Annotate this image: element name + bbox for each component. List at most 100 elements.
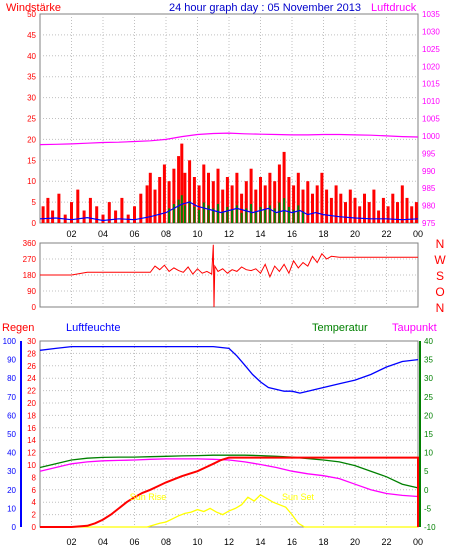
rain-y-tick: 2	[32, 511, 37, 520]
temperature-y-tick: 35	[424, 356, 433, 365]
wind-gust-bar	[301, 189, 305, 223]
wind-gust-bar	[273, 181, 277, 223]
wind-speed-bar	[217, 204, 219, 223]
pressure-y-tick: 1005	[422, 115, 440, 124]
pressure-y-tick: 980	[422, 202, 436, 211]
wind-y-tick: 10	[27, 177, 36, 186]
wind-gust-bar	[277, 164, 281, 223]
humidity-y-tick: 30	[7, 467, 16, 476]
wind-x-tick: 04	[98, 229, 108, 239]
climate-x-tick: 14	[255, 537, 265, 547]
direction-ticks: 360 270 180 90 0	[23, 239, 37, 312]
wind-gust-bar	[148, 172, 152, 223]
wind-gust-bar	[367, 202, 371, 223]
wind-gust-bar	[88, 197, 92, 223]
wind-gust-bar	[240, 193, 244, 223]
wind-gust-bar	[46, 197, 50, 223]
wind-gust-bar	[120, 197, 124, 223]
wind-speed-bar	[273, 208, 276, 223]
compass-letter: O	[435, 285, 444, 299]
rain-y-tick: 6	[32, 486, 37, 495]
climate-x-tick: 18	[318, 537, 328, 547]
wind-speed-bar	[202, 202, 205, 223]
wind-gust-bar	[381, 197, 385, 223]
wind-gust-bar	[230, 185, 234, 223]
wind-speed-bar	[226, 206, 229, 223]
wind-gust-bar	[372, 189, 376, 223]
dewpoint-legend: Taupunkt	[392, 322, 437, 334]
direction-line	[40, 244, 418, 308]
wind-y-tick: 30	[27, 94, 36, 103]
temperature-y-tick: 30	[424, 374, 433, 383]
humidity-y-tick: 10	[7, 504, 16, 513]
wind-speed-bar	[172, 204, 175, 223]
rain-y-tick: 20	[27, 399, 36, 408]
temperature-y-tick: 25	[424, 393, 433, 402]
wind-axis-label: Windstärke	[6, 2, 61, 14]
wind-gust-bar	[216, 168, 220, 223]
wind-gust-bar	[188, 160, 192, 223]
wind-gust-bar	[414, 202, 418, 223]
climate-ticks: 0102030405060708090100024681012141618202…	[3, 337, 436, 547]
climate-x-tick: 16	[287, 537, 297, 547]
wind-gust-bar	[172, 168, 176, 223]
temperature-line	[39, 454, 419, 489]
direction-marks	[40, 244, 418, 308]
wind-gust-bar	[320, 172, 324, 223]
climate-x-tick: 08	[161, 537, 171, 547]
pressure-y-tick: 995	[422, 149, 436, 158]
rain-y-tick: 4	[32, 498, 37, 507]
wind-y-tick: 5	[32, 198, 37, 207]
wind-gust-bar	[282, 151, 286, 223]
wind-gust-bar	[235, 172, 239, 223]
wind-gust-bar	[70, 202, 73, 223]
wind-x-tick: 10	[192, 229, 202, 239]
rain-y-tick: 14	[27, 436, 36, 445]
climate-x-tick: 12	[224, 537, 234, 547]
wind-gust-bar	[259, 177, 262, 223]
temperature-y-tick: 0	[424, 486, 429, 495]
wind-gust-bar	[329, 197, 333, 223]
rain-y-tick: 0	[32, 523, 37, 532]
sun-rise-annotation: Sun Rise	[130, 492, 167, 502]
pressure-y-tick: 1020	[422, 62, 440, 71]
temperature-y-tick: -10	[424, 523, 436, 532]
wind-gust-bar	[249, 168, 253, 223]
wind-x-tick: 22	[381, 229, 391, 239]
rain-y-tick: 24	[27, 374, 36, 383]
wind-speed-bar	[231, 209, 234, 223]
wind-gust-bar	[244, 181, 248, 223]
climate-x-tick: 02	[66, 537, 76, 547]
wind-x-tick: 08	[161, 229, 171, 239]
wind-gust-bar	[348, 189, 352, 223]
wind-speed-bar	[254, 211, 257, 223]
wind-gust-bar	[353, 197, 357, 223]
wind-gust-bar	[57, 193, 61, 223]
wind-gust-bar	[410, 206, 414, 223]
humidity-y-tick: 50	[7, 430, 16, 439]
wind-y-tick: 20	[27, 135, 36, 144]
wind-speed-bar	[168, 208, 171, 223]
humidity-legend: Luftfeuchte	[66, 322, 120, 334]
wind-x-tick: 02	[66, 229, 76, 239]
wind-gust-bar	[400, 185, 404, 223]
wind-gust-bar	[41, 206, 45, 223]
wind-y-tick: 50	[27, 10, 36, 19]
pressure-y-tick: 975	[422, 219, 436, 228]
humidity-y-tick: 70	[7, 393, 16, 402]
direction-grid	[40, 243, 418, 307]
climate-x-tick: 00	[413, 537, 423, 547]
wind-speed-bar	[207, 205, 210, 223]
temperature-y-tick: 5	[424, 467, 429, 476]
wind-gust-bar	[386, 206, 390, 223]
climate-x-tick: 20	[350, 537, 360, 547]
rain-line	[40, 456, 419, 528]
wind-gust-bar	[363, 193, 366, 223]
wind-x-tick: 14	[255, 229, 265, 239]
wind-gust-bar	[391, 193, 395, 223]
wind-gust-bar	[76, 189, 80, 223]
pressure-y-tick: 1010	[422, 97, 440, 106]
wind-y-tick: 35	[27, 73, 36, 82]
